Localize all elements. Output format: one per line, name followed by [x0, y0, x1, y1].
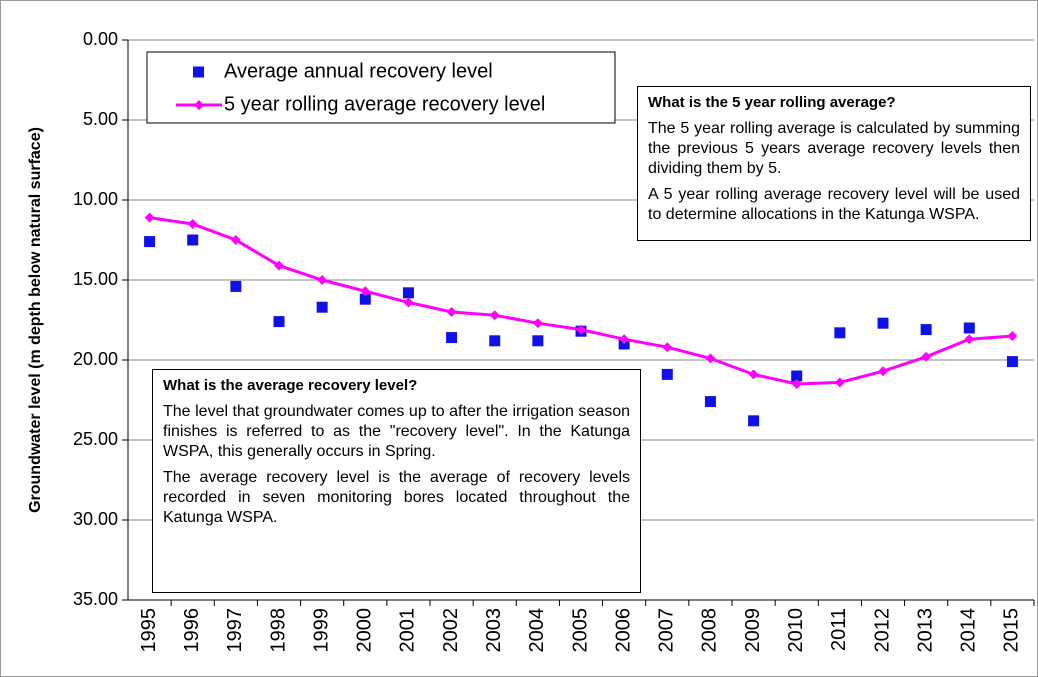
legend-box [146, 51, 616, 124]
x-tick-label: 2005 [569, 608, 591, 653]
y-tick-label: 5.00 [83, 109, 118, 129]
annotation-title: What is the 5 year rolling average? [648, 94, 896, 111]
x-tick-label: 1996 [181, 608, 203, 653]
point [402, 287, 414, 299]
annotation-text: The average recovery level is the averag… [163, 469, 630, 526]
y-tick-label: 35.00 [73, 589, 118, 609]
x-tick-label: 2009 [742, 608, 764, 653]
annotation-title: What is the average recovery level? [163, 377, 418, 394]
legend-label: 5 year rolling average recovery level [224, 93, 545, 115]
legend-symbol [194, 100, 204, 110]
y-tick-label: 30.00 [73, 509, 118, 529]
point [532, 335, 544, 347]
legend: Average annual recovery level 5 year roll… [146, 51, 616, 124]
point [704, 396, 716, 408]
x-tick-label: 1997 [224, 608, 246, 653]
point [877, 317, 889, 329]
line [144, 212, 1018, 389]
x-tick-label: 2014 [958, 608, 980, 653]
point [791, 370, 803, 382]
x-tick-label: 2000 [354, 608, 376, 653]
legend-symbol [193, 66, 204, 78]
point [920, 324, 932, 336]
point [316, 301, 328, 313]
x-tick-label: 2004 [526, 608, 548, 653]
x-tick-label: 2011 [828, 608, 850, 651]
x-tick-label: 2008 [699, 608, 721, 653]
point [359, 293, 371, 305]
point [187, 234, 199, 246]
annotation: What is the 5 year rolling average? The 5… [637, 86, 1031, 241]
point [446, 332, 458, 344]
x-tick-label: 2013 [914, 608, 936, 653]
x-tick-label: 2001 [397, 608, 419, 653]
y-tick-label: 15.00 [73, 269, 118, 289]
y-tick-label: 25.00 [73, 429, 118, 449]
point [661, 368, 673, 380]
point [273, 316, 285, 328]
y-tick-label: 10.00 [73, 189, 118, 209]
annotation-text: The 5 year rolling average is calculated… [648, 120, 1020, 177]
point [230, 280, 242, 292]
annotation-text: A 5 year rolling average recovery level … [648, 186, 1020, 223]
x-tick-label: 1995 [138, 608, 160, 653]
y-tick-label: 20.00 [73, 349, 118, 369]
point [489, 335, 501, 347]
x-tick-label: 2010 [785, 608, 807, 653]
legend-label: Average annual recovery level [224, 60, 493, 82]
x-tick-label: 1999 [310, 608, 332, 653]
x-tick-label: 2007 [656, 608, 678, 653]
x-tick-label: 2015 [1001, 608, 1023, 653]
x-tick-label: 2006 [612, 608, 634, 653]
x-tick-label: 2012 [871, 608, 893, 653]
point [834, 327, 846, 339]
point [1006, 356, 1018, 368]
annotation-text: The level that groundwater comes up to a… [163, 403, 630, 460]
point [748, 415, 760, 427]
point [963, 322, 975, 334]
annotation: What is the average recovery level? The l… [152, 369, 641, 593]
y-axis-label: Groundwater level (m depth below natural… [27, 127, 44, 513]
y-tick-label: 0.00 [83, 29, 118, 49]
point [144, 236, 156, 248]
x-tick-label: 2003 [483, 608, 505, 653]
x-tick-label: 1998 [267, 608, 289, 653]
x-tick-label: 2002 [440, 608, 462, 653]
